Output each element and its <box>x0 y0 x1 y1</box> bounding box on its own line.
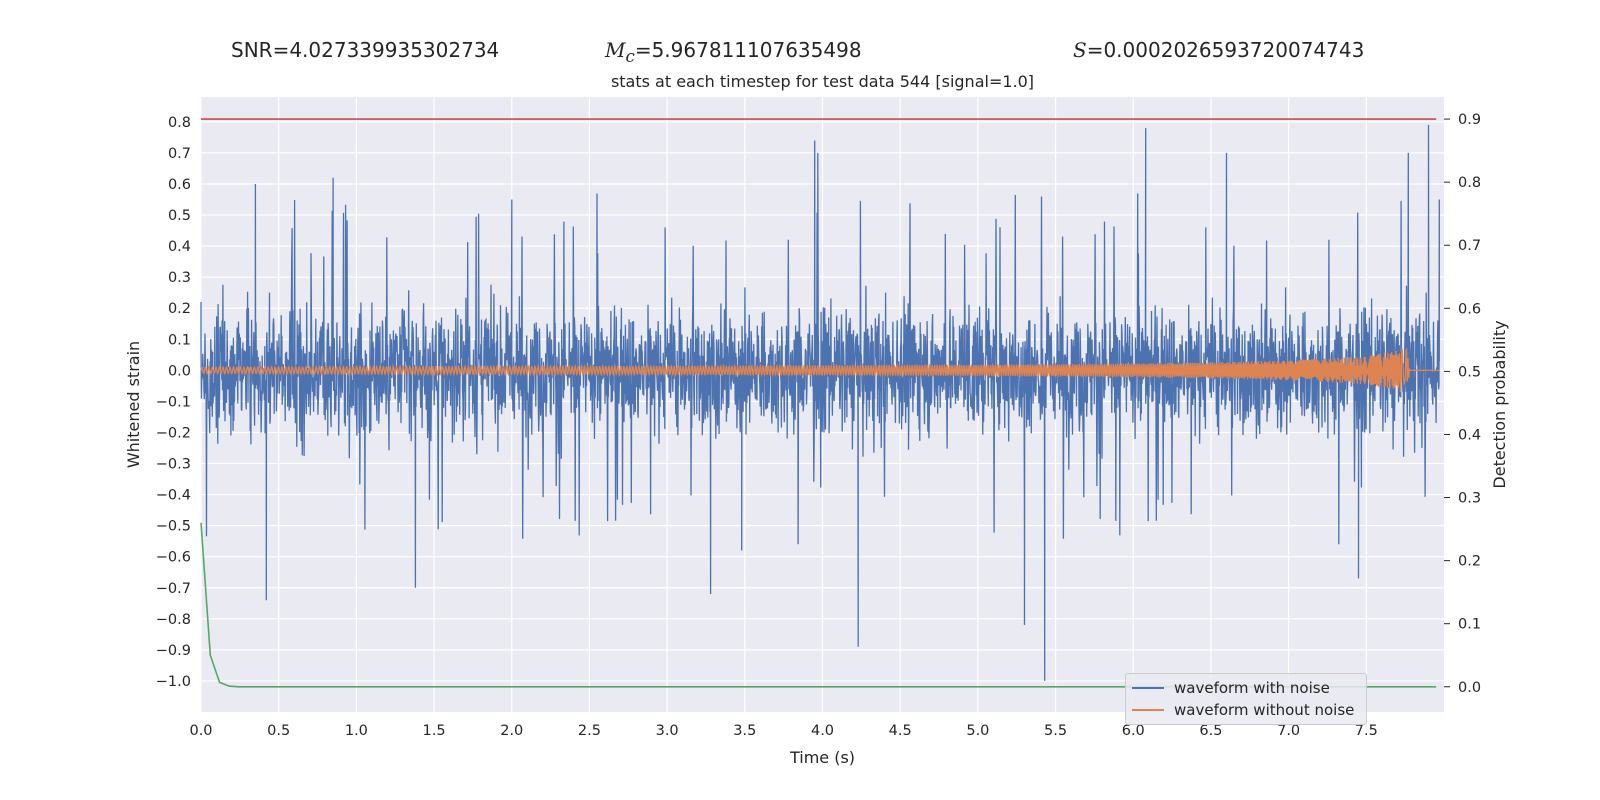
s-symbol: S <box>1073 38 1087 62</box>
y2-tick-label: 0.6 <box>1458 301 1481 317</box>
x-tick-label: 6.5 <box>1199 723 1222 739</box>
snr-stat: SNR=4.027339935302734 <box>231 38 499 62</box>
y-tick-label: 0.7 <box>168 146 191 162</box>
x-tick-label: 7.0 <box>1277 723 1300 739</box>
s-value: =0.0002026593720074743 <box>1086 38 1365 62</box>
chirp-mass-stat: Mc=5.967811107635498 <box>605 38 862 66</box>
y2-tick-label: 0.5 <box>1458 364 1481 380</box>
x-tick-label: 5.0 <box>966 723 989 739</box>
y-tick-label: −1.0 <box>156 674 191 690</box>
y-tick-label: 0.1 <box>168 332 191 348</box>
legend-label-clean: waveform without noise <box>1174 701 1355 719</box>
y2-tick-label: 0.8 <box>1458 175 1481 191</box>
x-tick-label: 2.5 <box>578 723 601 739</box>
legend: waveform with noise waveform without noi… <box>1125 673 1367 725</box>
chirp-mass-value: =5.967811107635498 <box>634 38 862 62</box>
chart-title: stats at each timestep for test data 544… <box>611 72 1034 91</box>
y2-tick-label: 0.0 <box>1458 680 1481 696</box>
x-tick-label: 1.0 <box>345 723 368 739</box>
legend-item-clean: waveform without noise <box>1132 700 1354 720</box>
y2-tick-label: 0.7 <box>1458 238 1481 254</box>
legend-swatch-noise <box>1132 687 1164 689</box>
series-layer <box>200 118 1440 688</box>
chirp-mass-subscript: c <box>625 47 635 66</box>
y2-tick-label: 0.3 <box>1458 491 1481 507</box>
x-tick-label: 4.0 <box>811 723 834 739</box>
y2-tick-label: 0.9 <box>1458 112 1481 128</box>
x-tick-label: 1.5 <box>423 723 446 739</box>
x-tick-label: 0.5 <box>267 723 290 739</box>
x-tick-label: 3.5 <box>733 723 756 739</box>
x-axis-label: Time (s) <box>789 748 855 767</box>
snr-value: =4.027339935302734 <box>272 38 500 62</box>
x-tick-label: 5.5 <box>1044 723 1067 739</box>
s-stat: S=0.0002026593720074743 <box>1073 38 1364 62</box>
x-tick-label: 7.5 <box>1355 723 1378 739</box>
legend-item-noise: waveform with noise <box>1132 678 1330 698</box>
series-waveform-without-noise <box>200 347 1440 393</box>
y2-tick-label: 0.1 <box>1458 617 1481 633</box>
chirp-mass-symbol: M <box>605 38 626 62</box>
x-tick-label: 3.0 <box>656 723 679 739</box>
series-detection-probability <box>200 522 1437 688</box>
legend-label-noise: waveform with noise <box>1174 679 1330 697</box>
x-tick-label: 6.0 <box>1122 723 1145 739</box>
ticks-layer: 0.0 0.5 1.0 1.5 2.0 2.5 3.0 3.5 4.0 4.5 5.0 5.5 6.0 6… <box>156 112 1481 739</box>
x-tick-label: 4.5 <box>889 723 912 739</box>
y-tick-label: 0.5 <box>168 208 191 224</box>
y-axis-label: Whitened strain <box>124 341 143 468</box>
x-tick-label: 0.0 <box>189 723 212 739</box>
y-tick-label: 0.3 <box>168 270 191 286</box>
y-tick-label: 0.8 <box>168 115 191 131</box>
y-tick-label: −0.6 <box>156 550 191 566</box>
y-tick-label: −0.8 <box>156 612 191 628</box>
x-tick-label: 2.0 <box>500 723 523 739</box>
y-tick-label: −0.9 <box>156 643 191 659</box>
y-tick-label: 0.6 <box>168 177 191 193</box>
y-tick-label: −0.1 <box>156 394 191 410</box>
legend-swatch-clean <box>1132 709 1164 711</box>
y-tick-label: −0.4 <box>156 488 191 504</box>
y-tick-label: −0.5 <box>156 519 191 535</box>
y2-tick-label: 0.2 <box>1458 554 1481 570</box>
y-tick-label: −0.7 <box>156 581 191 597</box>
y-tick-label: −0.2 <box>156 425 191 441</box>
snr-label: SNR <box>231 38 273 62</box>
y-tick-label: −0.3 <box>156 457 191 473</box>
y-tick-label: 0.2 <box>168 301 191 317</box>
y2-tick-label: 0.4 <box>1458 427 1481 443</box>
y2-axis-label: Detection probability <box>1490 320 1509 488</box>
y-tick-label: 0.4 <box>168 239 191 255</box>
y-tick-label: 0.0 <box>168 363 191 379</box>
